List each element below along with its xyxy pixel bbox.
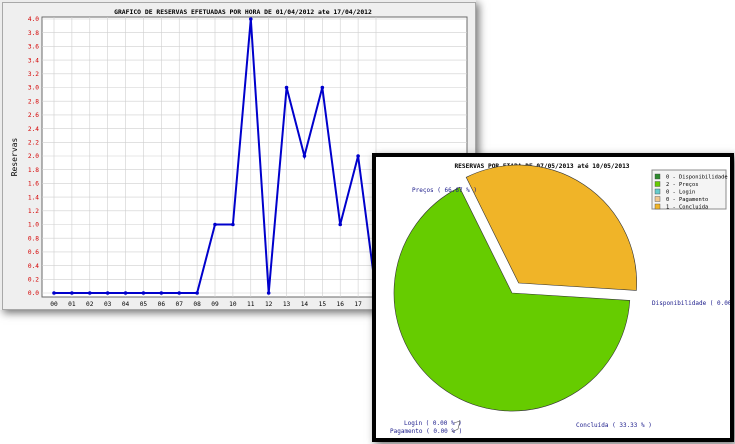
- y-tick-label: 3.4: [28, 57, 39, 64]
- y-tick-label: 2.6: [28, 112, 39, 119]
- pie-slice: [393, 186, 631, 412]
- x-tick-label: 06: [158, 301, 166, 308]
- data-point: [284, 85, 289, 90]
- y-tick-labels: 0.0 0.2 0.4 0.6 0.8 1.0 1.2 1.4 1.6 1.8 2.0 2.2 2.4 2…: [28, 16, 39, 297]
- pie-labels: Disponibilidade ( 0.00 % ) Preços ( 66.67…: [390, 187, 735, 435]
- x-tick-label: 08: [193, 301, 201, 308]
- y-tick-label: 0.8: [28, 235, 39, 242]
- x-tick-labels: 00010203040506070809101112131415161718: [50, 301, 380, 308]
- data-point: [266, 291, 271, 295]
- x-tick-label: 09: [211, 301, 219, 308]
- pie-slice: [465, 164, 637, 291]
- pie-title: RESERVAS POR ETAPA DE 07/05/2013 até 10/…: [454, 162, 629, 170]
- pie-slice-label: Pagamento ( 0.00 % ): [390, 428, 462, 435]
- y-tick-label: 2.8: [28, 98, 39, 105]
- y-tick-label: 2.2: [28, 140, 39, 147]
- data-point: [356, 154, 360, 158]
- pie-slices: [393, 164, 637, 412]
- x-tick-label: 14: [301, 301, 309, 308]
- x-tick-label: 10: [229, 301, 237, 308]
- data-point: [87, 291, 92, 295]
- y-tick-label: 0.0: [28, 290, 39, 297]
- y-tick-label: 3.0: [28, 85, 39, 92]
- legend-box: [651, 169, 727, 210]
- x-tick-label: 12: [265, 301, 273, 308]
- data-point: [213, 222, 217, 227]
- x-tick-label: 07: [175, 301, 183, 308]
- y-tick-label: 3.6: [28, 44, 39, 51]
- x-tick-label: 16: [336, 301, 344, 308]
- x-tick-label: 04: [122, 301, 130, 308]
- label-leader-line: [451, 420, 461, 433]
- data-point: [123, 291, 128, 295]
- y-tick-label: 0.6: [28, 249, 39, 256]
- data-point: [105, 291, 110, 295]
- legend-swatch: [654, 181, 661, 187]
- data-points: [52, 17, 378, 295]
- data-point: [159, 291, 164, 295]
- data-point: [195, 291, 199, 295]
- y-tick-label: 3.8: [28, 30, 39, 37]
- data-point: [141, 291, 146, 295]
- pie-slice-label: Disponibilidade ( 0.00 % ): [652, 300, 730, 307]
- x-tick-label: 11: [247, 301, 255, 308]
- legend-entry: 0 - Pagamento: [666, 197, 708, 203]
- y-tick-label: 1.0: [28, 222, 39, 229]
- x-tick-label: 05: [140, 301, 148, 308]
- legend-entry: 0 - Disponibilidade: [666, 175, 728, 181]
- pie-chart: RESERVAS POR ETAPA DE 07/05/2013 até 10/…: [390, 162, 735, 435]
- y-tick-label: 3.2: [28, 71, 39, 78]
- y-tick-label: 1.6: [28, 181, 39, 188]
- y-tick-label: 2.4: [28, 126, 39, 133]
- legend-swatch: [654, 196, 661, 202]
- x-tick-label: 17: [354, 301, 362, 308]
- pie-chart-window: RESERVAS POR ETAPA DE 07/05/2013 até 10/…: [372, 153, 735, 442]
- legend-swatch: [654, 203, 661, 210]
- legend-entry: 0 - Login: [666, 190, 695, 196]
- y-tick-label: 0.4: [28, 263, 39, 270]
- data-point: [302, 154, 307, 158]
- pie-slice-label: Preços ( 66.67 % ): [412, 187, 477, 194]
- data-point: [320, 85, 325, 90]
- data-point: [52, 291, 56, 295]
- legend-swatch: [654, 188, 661, 195]
- y-tick-label: 1.2: [28, 208, 39, 215]
- data-point: [177, 291, 182, 295]
- data-point: [70, 291, 74, 295]
- y-tick-label: 0.2: [28, 277, 39, 284]
- chart-title: GRAFICO DE RESERVAS EFETUADAS POR HORA D…: [114, 8, 372, 16]
- legend-entry: 1 - Concluída: [666, 204, 708, 211]
- pie-slice-label: Concluída ( 33.33 % ): [576, 422, 652, 429]
- data-point: [248, 17, 253, 21]
- x-tick-label: 13: [283, 301, 291, 308]
- x-tick-label: 01: [68, 301, 76, 308]
- data-point: [231, 222, 235, 227]
- x-tick-label: 02: [86, 301, 94, 308]
- x-tick-label: 00: [50, 301, 58, 308]
- y-tick-label: 4.0: [28, 16, 39, 23]
- legend-entry: 2 - Preços: [666, 182, 698, 188]
- x-tick-label: 03: [104, 301, 112, 308]
- y-tick-label: 1.8: [28, 167, 39, 174]
- y-tick-label: 1.4: [28, 194, 39, 201]
- y-tick-label: 2.0: [28, 153, 39, 160]
- legend-swatch: [654, 173, 661, 180]
- data-point: [338, 222, 343, 227]
- x-tick-label: 15: [319, 301, 327, 308]
- y-axis-label: Reservas: [10, 138, 19, 177]
- pie-slice-label: Login ( 0.00 % ): [404, 420, 462, 427]
